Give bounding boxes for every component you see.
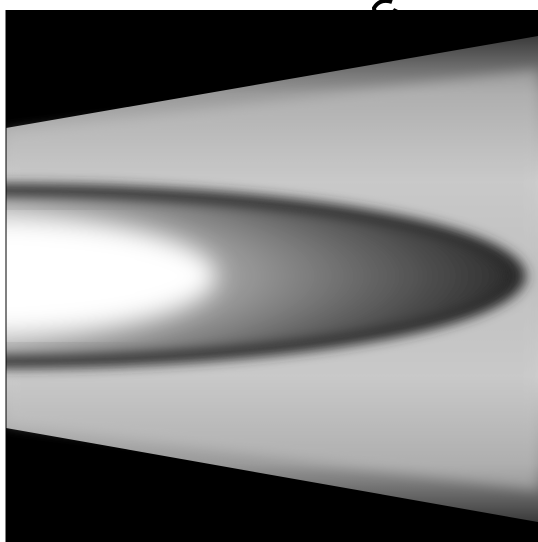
page [0, 0, 538, 542]
field-image [0, 0, 538, 542]
plot-area [0, 10, 538, 542]
